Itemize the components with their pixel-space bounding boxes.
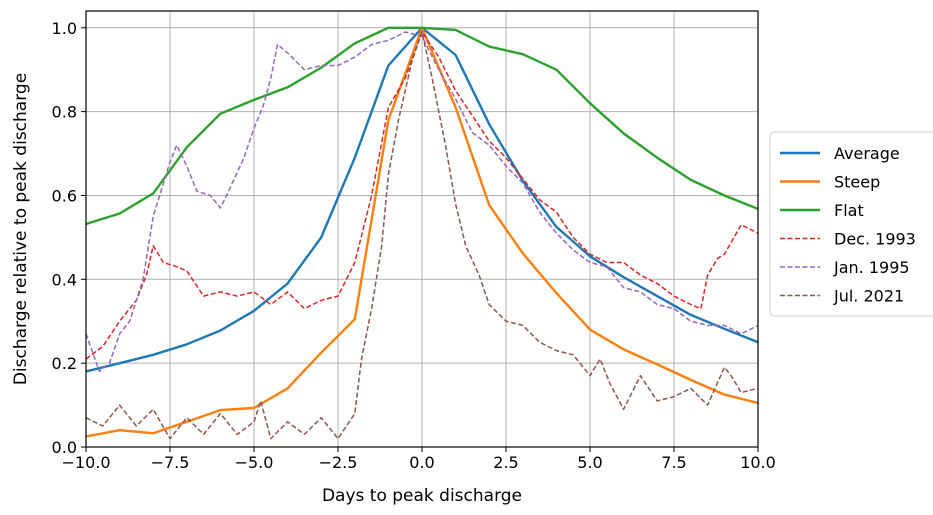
x-tick-label: 5.0 — [577, 453, 602, 472]
x-tick-label: −5.0 — [235, 453, 274, 472]
series-line-jul-2021 — [86, 31, 758, 440]
x-tick-label: −2.5 — [319, 453, 358, 472]
legend-frame — [769, 131, 933, 317]
y-tick-label: 0.4 — [52, 270, 77, 289]
legend-label-steep: Steep — [834, 173, 880, 192]
legend-label-average: Average — [834, 144, 900, 163]
y-tick-label: 0.0 — [52, 438, 77, 457]
x-tick-label: 10.0 — [740, 453, 776, 472]
series-line-dec-1993 — [86, 31, 758, 360]
y-axis-label: Discharge relative to peak discharge — [11, 73, 31, 385]
y-tick-label: 0.2 — [52, 354, 77, 373]
y-tick-label: 0.8 — [52, 103, 77, 122]
legend-label-jan-1995: Jan. 1995 — [833, 258, 910, 277]
axis-ticks: −10.0 −7.5 −5.0 −2.5 0.0 2.5 5.0 7.5 10.0 0.0 0.2 0… — [52, 19, 776, 472]
series-line-jan-1995 — [86, 31, 758, 373]
x-tick-label: 2.5 — [493, 453, 518, 472]
x-tick-label: −7.5 — [151, 453, 190, 472]
x-axis-label: Days to peak discharge — [322, 486, 522, 506]
y-tick-label: 0.6 — [52, 186, 77, 205]
x-tick-label: 7.5 — [661, 453, 686, 472]
legend-label-flat: Flat — [834, 201, 864, 220]
legend-label-dec-1993: Dec. 1993 — [834, 230, 916, 249]
legend-label-jul-2021: Jul. 2021 — [833, 287, 904, 306]
series-lines — [86, 26, 758, 440]
legend: Average Steep Flat Dec. 1993 Jan. 1995 Jul. 2… — [769, 131, 933, 317]
y-tick-label: 1.0 — [52, 19, 77, 38]
x-tick-label: 0.0 — [409, 453, 434, 472]
series-line-flat — [86, 26, 758, 226]
grid-lines — [85, 11, 759, 448]
x-tick-label: −10.0 — [61, 453, 110, 472]
